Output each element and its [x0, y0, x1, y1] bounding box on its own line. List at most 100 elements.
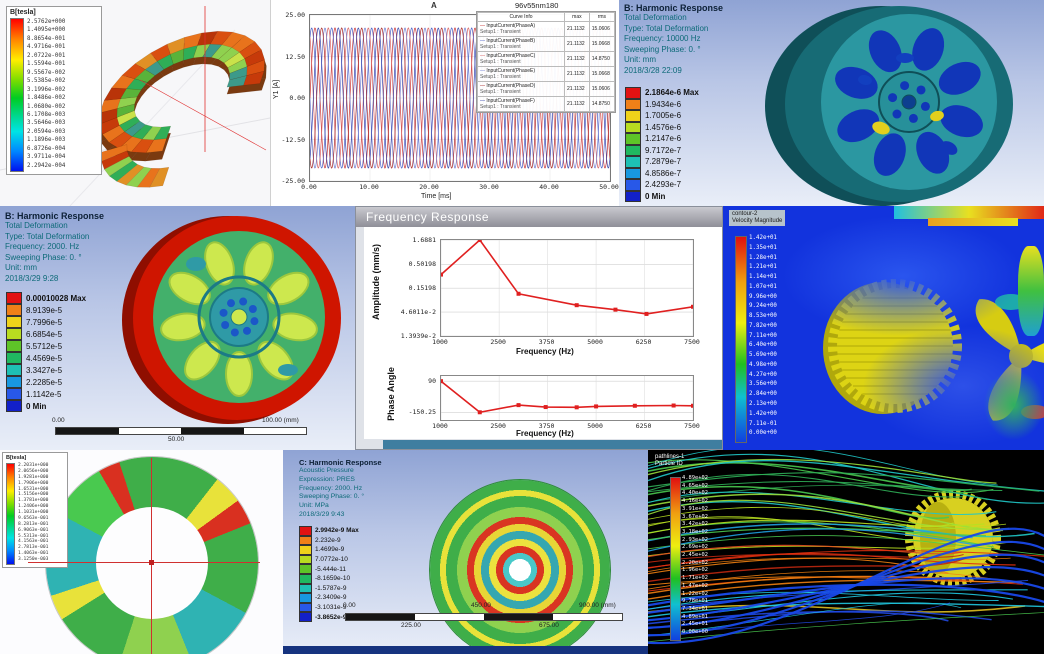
legend-tick: 2.7813e-001: [18, 545, 49, 551]
legend-tick: 1.6531e+000: [18, 486, 49, 492]
legend-tick: 4.98e+00: [749, 361, 777, 368]
wheel-hole: [243, 241, 274, 286]
axis-tick: 2500: [490, 338, 506, 346]
shape: [243, 326, 251, 335]
legend-tick: 4.65e+02: [682, 482, 708, 489]
axis-tick: 5000: [587, 422, 603, 430]
window-bottom-bar: [283, 646, 648, 654]
contour-legend: 2.9942e-9 Max 2.232e-9 1.4699e-9 7.0772e-10…: [299, 526, 359, 622]
legend-tick: 2.84e+00: [749, 391, 777, 398]
deformed-wheel-model: [122, 216, 341, 424]
wheel-hole: [916, 131, 950, 174]
legend-row: 7.7996e-5: [6, 316, 86, 328]
legend-values: 1.42e+01 1.35e+01 1.28e+01 1.21e+01 1.14e+01…: [749, 234, 777, 439]
legend-tick: 4.27e+00: [749, 371, 777, 378]
legend-tick: 1.35e+01: [749, 244, 777, 251]
legend-tick: 9.78e+01: [682, 598, 708, 605]
shape: [858, 74, 872, 86]
legend-tick: 3.56e+00: [749, 381, 777, 388]
legend-tick: 1.5156e+000: [18, 492, 49, 498]
result-title: B: Harmonic Response: [5, 211, 105, 221]
data-marker: [644, 311, 649, 316]
legend-row: -5.444e-11: [299, 564, 359, 574]
legend-swatch: [625, 121, 641, 133]
crosshair-center: [149, 560, 154, 565]
streamline: [648, 506, 954, 528]
result-header: C: Harmonic Response Acoustic Pressure Ex…: [299, 458, 382, 520]
legend-tick: 1.2406e+000: [18, 504, 49, 510]
axis-tick: 10.00: [359, 183, 379, 191]
shape: [920, 101, 930, 111]
streamline: [648, 602, 1044, 618]
shape: [248, 305, 257, 313]
shape: [230, 308, 248, 326]
legend-row: -3.1031e-9: [299, 602, 359, 613]
wheel-hole: [940, 105, 983, 138]
legend-value: -5.444e-11: [315, 565, 346, 573]
phase-plot: [440, 375, 694, 421]
legend-tick: 2.13e+00: [749, 401, 777, 408]
legend-tick: 9.6563e-001: [18, 515, 49, 521]
legend-swatch: [625, 110, 641, 122]
legend-tick: 4.89e+01: [682, 613, 708, 620]
crosshair-horizontal: [28, 562, 260, 563]
legend-value: 1.2147e-6: [645, 134, 682, 144]
coordinate-axis: [139, 79, 267, 151]
streamline: [648, 484, 988, 503]
legend-row: 2.2285e-5: [6, 376, 86, 388]
data-marker: [516, 403, 521, 408]
legend-value: -3.8652e-9 Min: [315, 613, 360, 621]
table-row: — InputCurrent(PhaseB) Setup1 : Transient…: [477, 36, 616, 52]
wheel-hole: [272, 312, 318, 342]
streamline: [648, 523, 973, 542]
axis-tick: 20.00: [419, 183, 439, 191]
streamline: [648, 473, 964, 498]
legend-row: 2.9942e-9 Max: [299, 526, 359, 536]
streamline: [648, 602, 962, 637]
curve-max-cell: 21.1132: [564, 66, 590, 82]
legend-swatch: [6, 292, 22, 304]
legend-row: 0 Min: [625, 190, 699, 202]
data-marker: [574, 405, 579, 410]
legend-swatch: [625, 133, 641, 145]
legend-tick: 1.14e+01: [749, 274, 777, 281]
legend-tick: 3.91e+02: [682, 505, 708, 512]
legend-tick: 1.71e+02: [682, 575, 708, 582]
legend-tick: 9.96e+00: [749, 293, 777, 300]
table-row: — InputCurrent(PhaseE) Setup1 : Transient…: [477, 66, 616, 82]
window-title-bar[interactable]: Frequency Response: [356, 207, 722, 227]
shape: [197, 275, 281, 359]
axis-tick: 7500: [684, 422, 700, 430]
frequency-axis-label: Frequency (Hz): [516, 429, 574, 438]
curve-max-cell: 21.1132: [564, 51, 590, 67]
streamline-thick: [648, 577, 1044, 614]
legend-value: 1.9434e-6: [645, 99, 682, 109]
scale-label: 0.00: [343, 602, 356, 609]
curve-name-cell: — InputCurrent(PhaseF) Setup1 : Transient: [477, 96, 565, 112]
table-header: max: [564, 12, 590, 22]
legend-value: 0 Min: [26, 401, 47, 411]
streamline: [648, 612, 1044, 643]
axis-tick: 12.50: [285, 52, 305, 61]
panel-frequency-response-window: Frequency Response Amplitude (mm/s) Freq…: [355, 206, 723, 450]
streamline: [648, 556, 967, 583]
legend-tick: 1.8486e-002: [27, 95, 66, 102]
result-title: C: Harmonic Response: [299, 458, 382, 467]
legend-title: B[tesla]: [6, 455, 27, 461]
legend-tick: 1.28e+01: [749, 254, 777, 261]
legend-row: 7.0772e-10: [299, 554, 359, 565]
wheel-hole: [868, 30, 902, 73]
legend-values: 2.5762e+000 1.4095e+000 8.8654e-001 4.9716e…: [27, 18, 65, 172]
data-marker: [613, 307, 618, 312]
legend-tick: 3.18e+02: [682, 528, 708, 535]
table-row: — InputCurrent(PhaseA) Setup1 : Transient…: [477, 21, 616, 37]
legend-row: 1.4576e-6: [625, 121, 699, 133]
legend-tick: 0.00e+00: [682, 629, 708, 636]
response-curve: [441, 240, 693, 315]
legend-values: 4.89e+02 4.65e+02 4.40e+02 4.16e+02 3.91e+02…: [682, 475, 708, 637]
window-label: A: [431, 1, 437, 10]
header-line: Sweeping Phase: 0. °: [5, 252, 82, 262]
legend-row: 0.00010028 Max: [6, 292, 86, 304]
legend-row: 5.5712e-5: [6, 340, 86, 352]
legend-tick: 4.40e+02: [682, 490, 708, 497]
